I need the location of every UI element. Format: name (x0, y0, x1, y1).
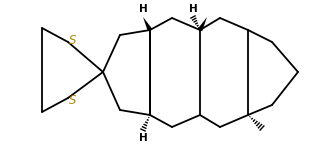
Polygon shape (198, 17, 207, 31)
Text: H: H (139, 4, 147, 14)
Text: H: H (139, 133, 147, 143)
Polygon shape (143, 17, 152, 31)
Text: S: S (69, 93, 76, 106)
Text: H: H (189, 4, 197, 14)
Text: S: S (69, 33, 76, 46)
